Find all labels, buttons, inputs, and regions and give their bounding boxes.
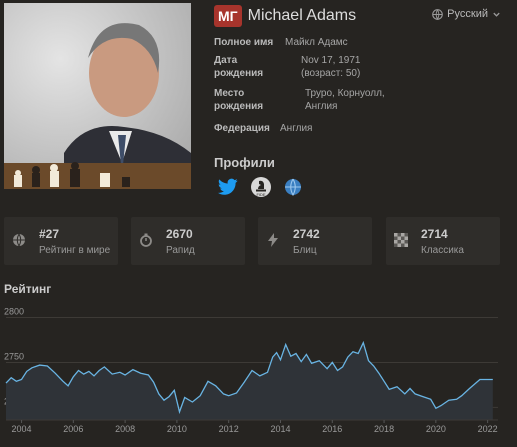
- profiles-title: Профили: [214, 155, 275, 170]
- x-tick-label: 2022: [478, 424, 498, 434]
- place-label: Место рождения: [214, 88, 264, 112]
- x-tick-label: 2016: [322, 424, 342, 434]
- stat-value: 2742: [293, 227, 320, 241]
- x-tick-label: 2020: [426, 424, 446, 434]
- x-tick-label: 2014: [270, 424, 290, 434]
- globe-icon: [432, 8, 443, 20]
- globe-icon: [13, 233, 25, 247]
- player-name: Michael Adams: [247, 7, 357, 24]
- x-tick-label: 2004: [12, 424, 32, 434]
- title-badge: МГ: [214, 5, 242, 27]
- player-photo: [4, 3, 191, 189]
- svg-text:FIDE: FIDE: [256, 192, 265, 197]
- stopwatch-icon: [140, 233, 152, 247]
- stat-rapid: 2670 Рапид: [131, 217, 245, 265]
- stat-value: #27: [39, 227, 60, 241]
- x-tick-label: 2018: [374, 424, 394, 434]
- stat-label: Классика: [421, 245, 464, 256]
- birth-label: Дата рождения: [214, 55, 264, 79]
- lightning-icon: [268, 233, 278, 247]
- rating-chart: 2800275027002004200620082010201220142016…: [4, 306, 498, 434]
- y-tick-label: 2800: [4, 306, 24, 316]
- birth-value: Nov 17, 1971 (возраст: 50): [301, 55, 361, 79]
- stat-value: 2714: [421, 227, 448, 241]
- stat-label: Рапид: [166, 245, 195, 256]
- player-header: МГ Michael Adams: [214, 5, 356, 27]
- stat-label: Блиц: [293, 245, 317, 256]
- federation-value: Англия: [280, 123, 313, 134]
- stat-blitz: 2742 Блиц: [258, 217, 372, 265]
- full-name-value: Майкл Адамс: [285, 37, 348, 48]
- x-tick-label: 2006: [63, 424, 83, 434]
- globe-icon[interactable]: [284, 178, 302, 196]
- stat-classical: 2714 Классика: [386, 217, 500, 265]
- language-selector[interactable]: Русский: [432, 8, 501, 20]
- rating-area: [6, 342, 493, 420]
- chessboard-icon: [394, 233, 408, 247]
- profile-links: FIDE: [218, 176, 302, 198]
- y-tick-label: 2750: [4, 351, 24, 361]
- chevron-down-icon: [493, 12, 500, 17]
- language-label: Русский: [447, 8, 488, 20]
- full-name-label: Полное имя: [214, 37, 274, 48]
- x-tick-label: 2012: [219, 424, 239, 434]
- federation-label: Федерация: [214, 123, 270, 134]
- stat-label: Рейтинг в мире: [39, 245, 111, 256]
- stat-world-rank: #27 Рейтинг в мире: [4, 217, 118, 265]
- rating-line: [5, 340, 493, 415]
- stat-value: 2670: [166, 227, 193, 241]
- rating-title: Рейтинг: [4, 282, 52, 296]
- twitter-icon[interactable]: [218, 178, 238, 196]
- x-tick-label: 2010: [167, 424, 187, 434]
- fide-icon[interactable]: FIDE: [250, 176, 272, 198]
- place-value: Труро, Корнуолл, Англия: [305, 88, 385, 112]
- x-tick-label: 2008: [115, 424, 135, 434]
